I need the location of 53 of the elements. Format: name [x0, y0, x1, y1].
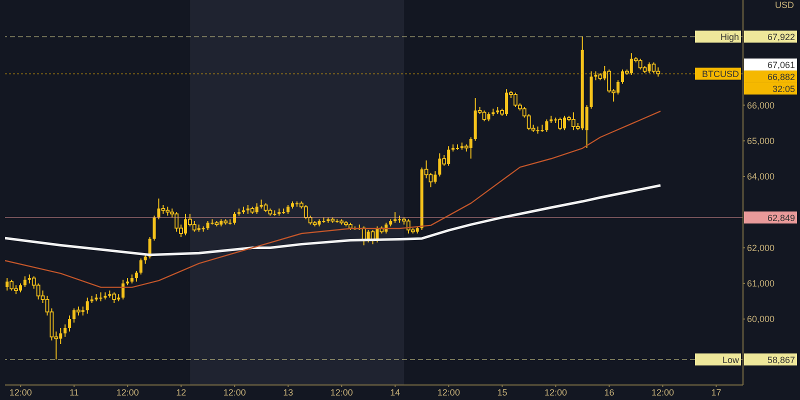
x-tick-label: 11	[69, 387, 79, 398]
x-tick-label: 12	[176, 387, 186, 398]
candlestick	[656, 66, 660, 78]
y-tick-label: 64,000	[747, 172, 775, 182]
ref-line-label: High	[720, 32, 739, 42]
x-tick-label: 12:00	[9, 387, 32, 398]
ref-line-label: Low	[722, 354, 740, 365]
label-tag: BTCUSD	[695, 68, 741, 80]
candlestick	[64, 324, 67, 338]
x-tick-label: 12:00	[330, 387, 353, 398]
ref-line-label: BTCUSD	[702, 69, 740, 80]
price-tag: 58,867	[744, 353, 797, 366]
price-tag: 62,849	[744, 212, 797, 224]
x-tick-label: 17	[711, 387, 722, 398]
y-tick-label: 66,000	[747, 100, 775, 110]
candlestick	[545, 118, 548, 132]
candlestick	[607, 69, 612, 94]
candlestick	[68, 314, 72, 332]
x-tick-label: 12:00	[116, 387, 139, 398]
candlestick	[86, 297, 89, 314]
x-tick-label: 14	[390, 387, 400, 398]
y-tick-label: 62,000	[747, 242, 775, 253]
label-tag: Low	[695, 353, 741, 366]
x-tick-label: 16	[604, 387, 614, 398]
candlestick	[152, 215, 156, 242]
x-tick-label: 12:00	[544, 387, 567, 398]
y-tick-label: 60,000	[747, 314, 775, 324]
x-tick-label: 12:00	[223, 387, 246, 398]
label-tag: High	[695, 30, 741, 43]
price-tag: 67,922	[744, 30, 797, 43]
candlestick	[112, 292, 116, 304]
candlestick	[638, 58, 642, 70]
candlestick	[558, 117, 562, 131]
price-tag: 66,882	[744, 70, 797, 83]
candlestick	[394, 212, 397, 224]
y-tick-label: 61,000	[747, 278, 775, 289]
candlestick	[428, 172, 433, 188]
candlestick	[139, 258, 142, 275]
candlestick	[134, 270, 138, 282]
y-axis-title: USD	[774, 0, 794, 10]
candlestick	[10, 279, 14, 292]
x-tick-label: 12:00	[437, 387, 460, 398]
candlestick	[192, 220, 196, 232]
x-tick-label: 13	[283, 387, 294, 398]
candlestick	[482, 110, 486, 122]
candlestick	[23, 276, 26, 288]
x-tick-label: 12:00	[651, 387, 674, 398]
price-tag: 32:05	[744, 82, 797, 95]
price-tag: 67,061	[744, 58, 797, 71]
x-tick-label: 15	[497, 387, 508, 398]
candlestick	[652, 62, 656, 74]
candlestick	[233, 212, 236, 226]
y-tick-label: 65,000	[747, 136, 775, 146]
